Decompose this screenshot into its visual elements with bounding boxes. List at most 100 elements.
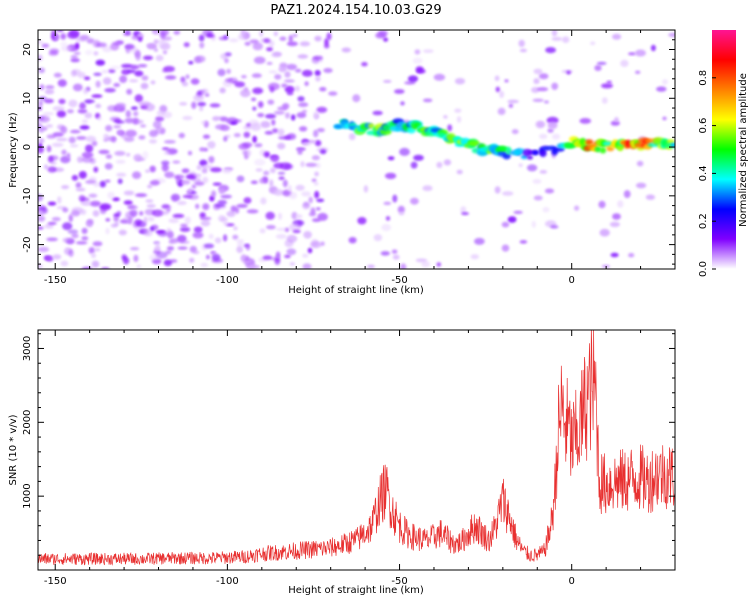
spectrogram-noise-blob	[61, 149, 67, 156]
spectrogram-noise-blob	[189, 245, 197, 253]
x-tick-label: -50	[391, 576, 407, 587]
spectrogram-noise-blob	[130, 65, 140, 70]
spectrogram-noise-blob	[544, 188, 555, 194]
spectrogram-noise-blob	[271, 119, 276, 126]
spectrogram-noise-blob	[315, 76, 321, 82]
spectrogram-noise-blob	[314, 171, 319, 177]
spectrogram-noise-blob	[52, 254, 62, 260]
spectrogram-noise-blob	[316, 106, 328, 113]
spectrogram-noise-blob	[288, 191, 298, 200]
spectrogram-noise-blob	[163, 150, 170, 155]
spectrogram-noise-blob	[197, 102, 207, 107]
spectrogram-noise-blob	[610, 252, 619, 258]
spectrogram-noise-blob	[278, 176, 285, 180]
spectrogram-noise-blob	[497, 107, 506, 115]
spectrogram-noise-blob	[277, 171, 286, 175]
spectrogram-noise-blob	[93, 166, 99, 173]
spectrogram-noise-blob	[210, 167, 222, 173]
spectrogram-noise-blob	[220, 117, 229, 122]
spectrogram-noise-blob	[547, 128, 554, 133]
spectrogram-noise-blob	[220, 124, 230, 131]
spectrogram-signal-blob	[527, 155, 533, 160]
spectrogram-noise-blob	[302, 263, 312, 269]
spectrogram-noise-blob	[286, 63, 298, 71]
spectrogram-noise-blob	[269, 179, 274, 188]
y-tick-label: 0	[22, 144, 33, 150]
spectrogram-noise-blob	[104, 88, 116, 93]
spectrogram-noise-blob	[297, 96, 305, 102]
spectrogram-noise-blob	[177, 234, 187, 243]
spectrogram-noise-blob	[99, 180, 107, 188]
spectrogram-y-axis: -20 -10 0 10 20	[22, 29, 675, 265]
spectrogram-noise-blob	[422, 185, 433, 192]
spectrogram-noise-blob	[291, 211, 298, 220]
spectrogram-noise-blob	[137, 33, 145, 38]
spectrogram-noise-blob	[532, 179, 542, 184]
spectrogram-noise-blob	[79, 34, 90, 41]
spectrogram-noise-blob	[161, 204, 170, 209]
spectrogram-noise-blob	[44, 89, 55, 95]
spectrogram-noise-blob	[67, 229, 79, 234]
spectrogram-noise-blob	[184, 216, 191, 224]
spectrogram-noise-blob	[533, 68, 543, 75]
spectrogram-noise-blob	[214, 237, 222, 244]
spectrogram-noise-blob	[550, 225, 559, 229]
spectrogram-noise-blob	[454, 78, 466, 85]
spectrogram-noise-blob	[383, 79, 392, 83]
spectrogram-noise-blob	[43, 98, 54, 104]
spectrogram-noise-blob	[62, 237, 74, 243]
spectrogram-noise-blob	[270, 154, 280, 163]
colorbar-tick-label: 0.2	[698, 213, 709, 229]
spectrogram-noise-blob	[181, 168, 190, 174]
spectrogram-noise-blob	[232, 234, 239, 240]
spectrogram-noise-blob	[104, 179, 111, 183]
spectrogram-noise-blob	[579, 118, 592, 124]
spectrogram-noise-blob	[270, 167, 276, 174]
spectrogram-noise-blob	[193, 226, 203, 233]
spectrogram-noise-blob	[313, 182, 319, 186]
spectrogram-noise-blob	[537, 87, 549, 92]
spectrogram-noise-blob	[85, 49, 93, 56]
spectrogram-signal-blob	[599, 147, 607, 154]
spectrogram-noise-blob	[192, 232, 204, 239]
spectrogram-noise-blob	[60, 33, 67, 40]
spectrogram-noise-blob	[103, 133, 109, 140]
spectrogram-noise-blob	[142, 151, 149, 159]
spectrogram-noise-blob	[263, 170, 270, 176]
x-tick-label: -150	[44, 275, 67, 286]
spectrogram-noise-blob	[601, 97, 608, 104]
spectrogram-noise-blob	[314, 35, 322, 42]
spectrogram-noise-blob	[201, 164, 213, 169]
spectrogram-noise-blob	[41, 43, 50, 48]
spectrogram-noise-blob	[188, 187, 193, 194]
spectrogram-noise-blob	[56, 124, 65, 130]
spectrogram-noise-blob	[456, 169, 463, 175]
spectrogram-noise-blob	[286, 91, 294, 96]
spectrogram-noise-blob	[94, 248, 101, 252]
spectrogram-noise-blob	[235, 239, 245, 243]
spectrogram-noise-blob	[546, 116, 559, 124]
spectrogram-noise-blob	[189, 257, 195, 263]
spectrogram-signal-blob	[497, 145, 508, 152]
spectrogram-noise-blob	[273, 189, 284, 196]
spectrogram-noise-blob	[257, 101, 264, 108]
spectrogram-noise-blob	[610, 120, 620, 126]
spectrogram-noise-blob	[283, 163, 294, 170]
spectrogram-noise-blob	[109, 65, 121, 70]
spectrogram-noise-blob	[124, 117, 134, 124]
spectrogram-noise-blob	[268, 40, 275, 48]
spectrogram-signal-blob	[670, 142, 675, 148]
spectrogram-noise-blob	[377, 30, 388, 36]
spectrogram-noise-blob	[304, 81, 309, 87]
spectrogram-noise-blob	[614, 117, 619, 123]
spectrogram-noise-blob	[159, 31, 166, 39]
spectrogram-noise-blob	[635, 70, 641, 75]
spectrogram-noise-blob	[244, 41, 251, 46]
spectrogram-noise-blob	[110, 42, 120, 51]
spectrogram-noise-blob	[242, 150, 248, 155]
spectrogram-noise-blob	[392, 194, 398, 203]
spectrogram-noise-blob	[623, 190, 631, 199]
spectrogram-noise-blob	[119, 75, 128, 83]
spectrogram-noise-blob	[407, 75, 419, 83]
spectrogram-noise-blob	[662, 79, 668, 85]
